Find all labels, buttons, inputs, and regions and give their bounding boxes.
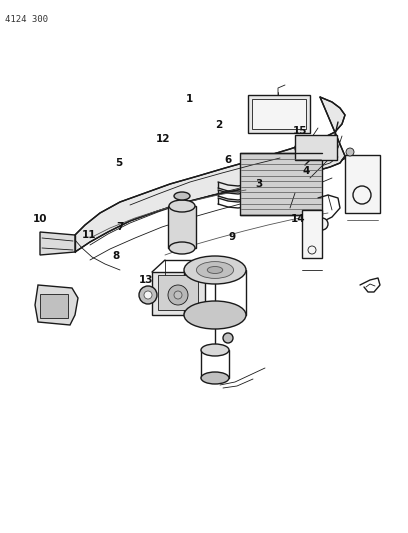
Text: 15: 15 [293, 126, 307, 135]
Circle shape [144, 291, 152, 299]
Text: 2: 2 [215, 120, 222, 130]
Circle shape [353, 186, 371, 204]
Bar [240, 153, 322, 215]
Text: 5: 5 [115, 158, 122, 167]
Bar [168, 206, 196, 248]
Ellipse shape [169, 200, 195, 212]
Circle shape [346, 148, 354, 156]
Bar [158, 275, 198, 310]
Circle shape [168, 285, 188, 305]
Bar [295, 135, 337, 160]
Text: 1: 1 [186, 94, 193, 103]
Circle shape [174, 291, 182, 299]
Circle shape [139, 286, 157, 304]
Ellipse shape [174, 192, 190, 200]
Ellipse shape [201, 344, 229, 356]
Ellipse shape [201, 372, 229, 384]
Ellipse shape [196, 262, 234, 278]
Ellipse shape [295, 137, 335, 159]
Polygon shape [152, 272, 205, 315]
Circle shape [316, 218, 328, 230]
Bar [248, 95, 310, 133]
Circle shape [223, 333, 233, 343]
Bar [345, 155, 380, 213]
Text: 6: 6 [225, 155, 232, 165]
Ellipse shape [184, 256, 246, 284]
Text: 14: 14 [290, 214, 305, 223]
Text: 7: 7 [117, 222, 124, 231]
Ellipse shape [169, 242, 195, 254]
Text: 4124 300: 4124 300 [5, 15, 48, 24]
Text: 12: 12 [156, 134, 171, 143]
Text: 4: 4 [302, 166, 310, 175]
Text: 8: 8 [113, 251, 120, 261]
Ellipse shape [207, 266, 223, 273]
Text: 13: 13 [139, 275, 153, 285]
Bar [40, 294, 68, 318]
Polygon shape [75, 97, 345, 252]
Ellipse shape [184, 301, 246, 329]
Bar [252, 99, 306, 129]
Polygon shape [40, 232, 75, 255]
Text: 11: 11 [82, 230, 96, 239]
Text: 9: 9 [229, 232, 236, 242]
Polygon shape [35, 285, 78, 325]
Text: 10: 10 [33, 214, 47, 223]
Bar [302, 210, 322, 258]
Circle shape [308, 246, 316, 254]
Text: 3: 3 [255, 179, 263, 189]
